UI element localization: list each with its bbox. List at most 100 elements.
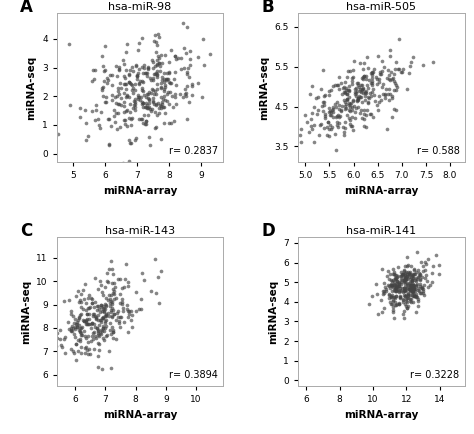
Point	[395, 301, 402, 308]
Point	[401, 275, 408, 282]
Point	[74, 337, 82, 344]
Point	[415, 302, 422, 309]
Point	[133, 72, 140, 79]
Point	[318, 103, 326, 110]
Point	[161, 84, 168, 91]
Point	[401, 272, 409, 279]
Point	[98, 307, 106, 314]
Point	[387, 69, 395, 76]
Point	[142, 104, 150, 111]
Point	[109, 82, 116, 89]
Point	[81, 107, 89, 114]
Point	[343, 105, 350, 112]
Point	[379, 91, 386, 98]
Point	[109, 286, 117, 293]
Point	[391, 270, 398, 277]
Point	[421, 274, 428, 281]
Point	[419, 284, 426, 291]
Point	[113, 335, 120, 342]
Point	[118, 296, 126, 302]
Point	[157, 85, 165, 92]
Point	[146, 75, 154, 82]
Point	[387, 293, 395, 300]
Point	[408, 287, 415, 294]
Point	[72, 340, 80, 347]
Point	[156, 68, 164, 75]
Point	[189, 92, 196, 99]
Point	[369, 69, 377, 76]
Point	[361, 115, 368, 122]
Point	[394, 263, 402, 270]
Point	[116, 65, 123, 72]
Point	[400, 285, 408, 292]
Point	[73, 324, 81, 331]
Point	[329, 113, 337, 120]
Point	[321, 92, 329, 99]
Point	[391, 86, 398, 93]
Point	[124, 282, 132, 289]
Point	[155, 100, 162, 107]
Point	[386, 298, 393, 305]
Point	[405, 302, 412, 309]
Point	[155, 53, 162, 60]
Point	[117, 276, 124, 283]
Point	[399, 298, 407, 305]
Point	[68, 323, 75, 330]
Point	[346, 87, 353, 94]
Point	[395, 279, 402, 286]
Point	[76, 336, 84, 343]
Point	[77, 329, 84, 336]
Point	[160, 76, 168, 82]
Point	[76, 296, 83, 303]
Point	[391, 286, 398, 293]
Point	[400, 287, 408, 294]
Point	[393, 273, 401, 280]
Point	[363, 76, 370, 82]
Point	[312, 94, 319, 101]
Point	[384, 282, 392, 289]
Point	[160, 92, 168, 99]
Point	[128, 316, 135, 323]
Point	[147, 108, 155, 115]
Point	[172, 82, 180, 89]
Point	[336, 86, 343, 93]
Point	[371, 97, 378, 104]
Point	[349, 74, 356, 81]
Point	[110, 288, 118, 295]
Point	[139, 100, 146, 107]
Point	[349, 67, 356, 74]
Point	[410, 283, 417, 289]
Point	[398, 68, 406, 75]
Point	[94, 327, 102, 334]
Point	[403, 279, 410, 286]
Point	[333, 98, 341, 105]
Point	[100, 306, 107, 313]
Point	[50, 352, 58, 358]
Point	[94, 312, 101, 319]
Point	[375, 92, 383, 99]
Point	[360, 59, 368, 66]
Point	[152, 101, 159, 108]
Point	[401, 293, 408, 299]
Point	[130, 101, 138, 108]
Point	[145, 133, 153, 140]
Point	[161, 109, 169, 116]
Point	[397, 278, 405, 285]
Point	[145, 105, 152, 112]
Point	[407, 59, 415, 66]
Point	[392, 283, 400, 290]
Point	[125, 78, 133, 85]
Point	[352, 92, 360, 99]
Point	[337, 107, 345, 114]
Point	[71, 326, 79, 332]
Point	[417, 289, 424, 296]
Point	[347, 100, 355, 107]
Point	[130, 97, 138, 104]
Point	[333, 82, 340, 89]
Point	[324, 119, 332, 126]
Point	[341, 118, 349, 125]
Point	[99, 365, 106, 372]
Point	[392, 288, 399, 295]
Point	[389, 296, 397, 303]
Point	[409, 288, 417, 295]
